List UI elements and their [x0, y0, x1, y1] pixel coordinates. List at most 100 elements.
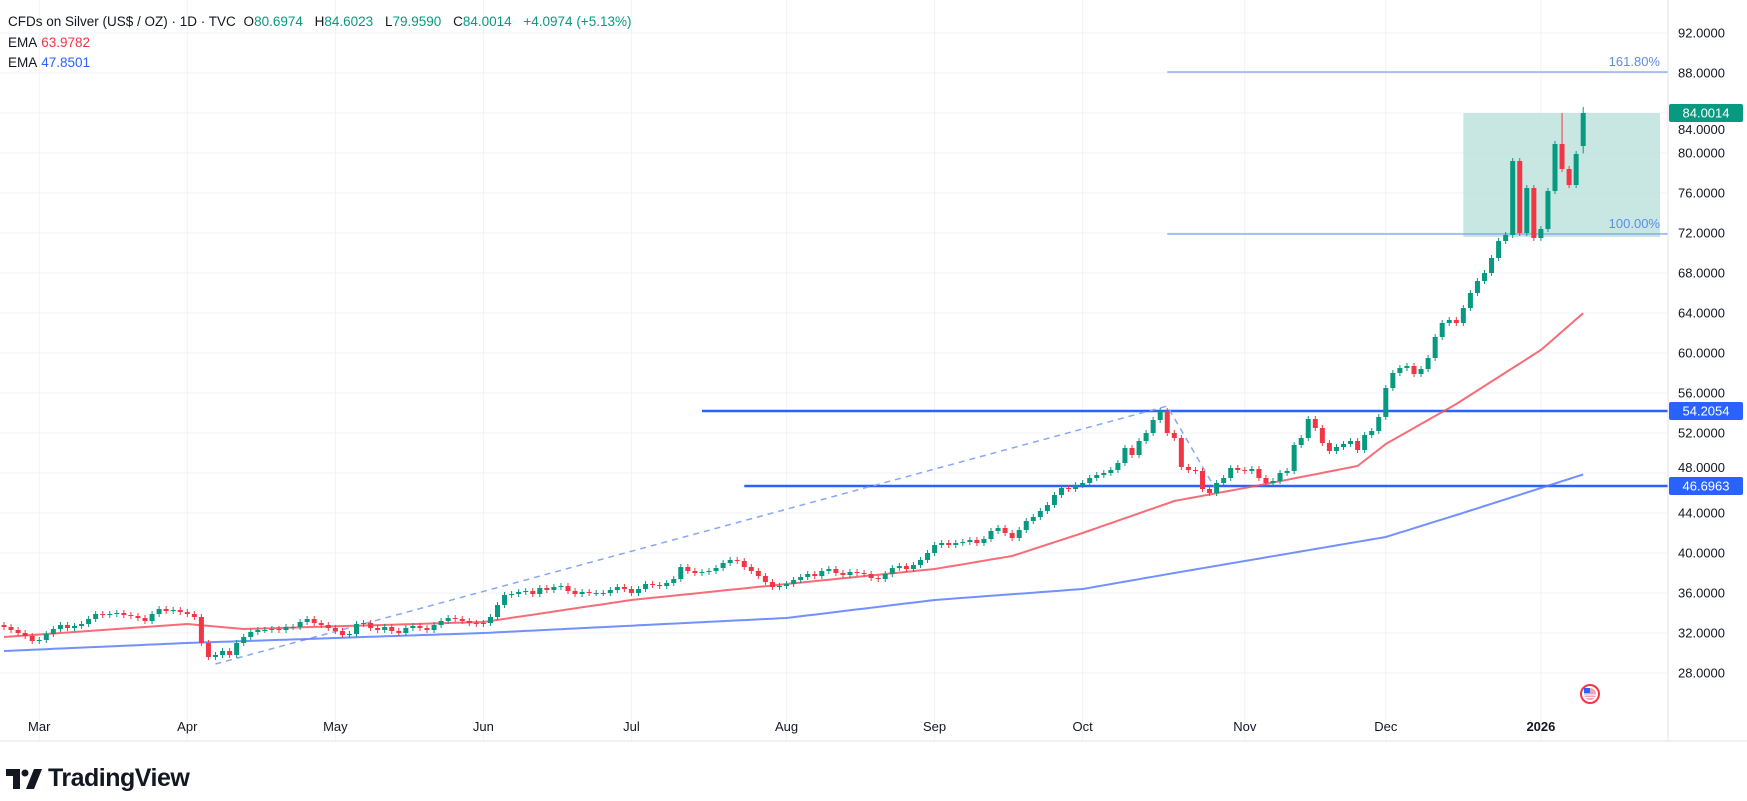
candle-down — [1164, 411, 1170, 433]
ohlc-close: C84.0014 — [453, 14, 516, 29]
candle-down — [1207, 489, 1213, 493]
candle-up — [537, 588, 543, 594]
candle-up — [889, 568, 895, 574]
low-label: L — [384, 14, 393, 29]
candle-up — [234, 643, 240, 655]
ema-legend-1[interactable]: EMA 63.9782 — [8, 33, 94, 53]
candle-up — [354, 624, 359, 634]
time-tick-label: Oct — [1073, 719, 1094, 734]
candle-down — [1129, 448, 1135, 455]
candle-up — [361, 623, 367, 624]
candle-up — [1418, 369, 1424, 374]
time-tick-label: 2026 — [1526, 719, 1555, 734]
time-axis[interactable]: Mar Apr May Jun Jul Aug Sep Oct Nov Dec 2026 — [28, 719, 1555, 734]
candle-down — [184, 612, 190, 614]
candle-down — [840, 573, 846, 575]
close-label: C — [453, 14, 463, 29]
candle-up — [170, 610, 176, 611]
candle-up — [438, 621, 444, 625]
candle-up — [1369, 431, 1375, 435]
candle-down — [903, 566, 909, 569]
last-price-label-text: 84.0014 — [1683, 105, 1730, 120]
candle-up — [509, 594, 515, 595]
candle-up — [1404, 366, 1410, 368]
price-tick-label: 40.0000 — [1678, 546, 1725, 561]
candle-up — [593, 593, 599, 594]
candle-down — [64, 625, 70, 628]
candle-up — [925, 553, 931, 560]
candle-down — [389, 627, 395, 631]
candle-up — [910, 565, 916, 569]
candle-down — [473, 623, 479, 624]
candle-up — [1214, 483, 1220, 493]
candle-up — [664, 583, 670, 586]
candle-down — [128, 615, 134, 616]
candle-down — [1192, 470, 1198, 471]
candle-up — [953, 543, 959, 545]
candle-up — [382, 627, 388, 630]
economic-event-flag-icon[interactable] — [1580, 684, 1600, 704]
candle-up — [826, 569, 832, 571]
candle-down — [121, 613, 127, 615]
candle-down — [396, 631, 402, 633]
price-label-box — [1669, 401, 1743, 420]
candle-up — [558, 586, 564, 587]
candle-down — [368, 623, 374, 628]
symbol-legend[interactable]: CFDs on Silver (US$ / OZ) · 1D · TVC O80… — [8, 12, 635, 32]
candle-down — [657, 585, 663, 586]
time-tick-label: Sep — [923, 719, 946, 734]
candle-up — [480, 623, 486, 624]
candle-up — [791, 580, 797, 584]
candle-up — [882, 574, 888, 579]
candle-up — [1073, 485, 1079, 489]
candle-down — [875, 578, 881, 579]
candle-down — [466, 621, 472, 623]
candle-up — [1552, 144, 1558, 191]
candle-up — [502, 595, 508, 605]
tradingview-logo[interactable]: TradingView — [6, 764, 190, 793]
candle-down — [339, 631, 345, 635]
fibonacci-extension[interactable]: 161.80% 100.00% — [1167, 54, 1668, 237]
candle-down — [1319, 428, 1325, 443]
price-label-text: 46.6963 — [1683, 479, 1730, 494]
candle-up — [43, 634, 49, 640]
high-label: H — [314, 14, 325, 29]
price-axis[interactable]: 92.0000 88.0000 84.0000 80.0000 76.0000 72.00… — [1678, 26, 1725, 681]
candle-down — [1411, 366, 1417, 374]
candle-up — [149, 614, 155, 621]
ema-legend-2[interactable]: EMA 47.8501 — [8, 53, 94, 73]
candle-up — [72, 626, 77, 628]
price-tick-label: 28.0000 — [1678, 666, 1725, 681]
candle-up — [1376, 417, 1382, 431]
candle-up — [213, 655, 218, 657]
candle-up — [431, 625, 437, 630]
candle-down — [1200, 471, 1205, 489]
candle-down — [332, 628, 338, 631]
candle-up — [1270, 481, 1276, 483]
candle-up — [516, 592, 522, 594]
candle-down — [1009, 533, 1015, 538]
candle-down — [692, 571, 698, 573]
candle-down — [734, 560, 740, 561]
candle-down — [1531, 188, 1537, 238]
candle-up — [1362, 435, 1368, 450]
candle-up — [36, 640, 42, 641]
candle-up — [1122, 448, 1128, 463]
candle-up — [1284, 471, 1290, 473]
candle-down — [741, 561, 747, 567]
candle-down — [621, 587, 627, 589]
candle-down — [1312, 419, 1318, 428]
candle-up — [297, 622, 303, 627]
candle-down — [227, 651, 233, 655]
candle-down — [762, 576, 768, 582]
candle-up — [410, 626, 416, 628]
candle-up — [1094, 475, 1100, 478]
candle-up — [1397, 368, 1403, 373]
candle-up — [614, 587, 620, 590]
horizontal-lines[interactable] — [701, 409, 1668, 488]
candle-up — [1291, 445, 1297, 471]
candle-down — [191, 614, 197, 617]
candle-up — [1115, 463, 1121, 470]
candle-up — [678, 567, 684, 579]
